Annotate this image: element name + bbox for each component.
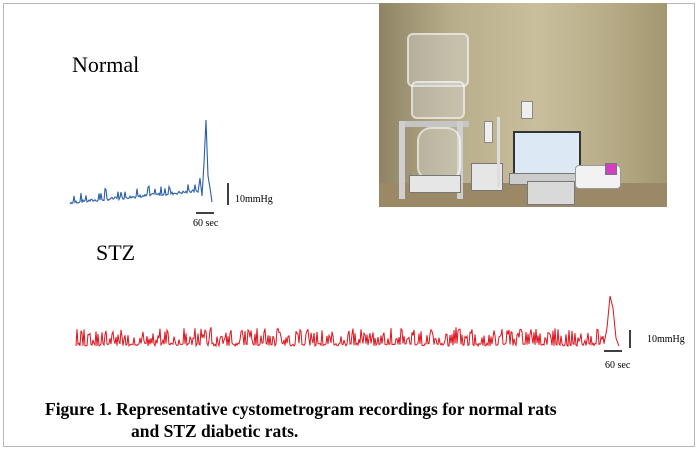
stz-trace xyxy=(75,295,620,348)
apparatus-photo xyxy=(379,3,667,207)
normal-label: Normal xyxy=(72,52,140,77)
caption-line-1: Figure 1. Representative cystometrogram … xyxy=(45,399,557,419)
normal-trace-line xyxy=(69,119,213,205)
normal-scale-x-label: 60 sec xyxy=(193,218,219,229)
stz-trace-line xyxy=(75,295,620,348)
stz-scale-y-label: 10mmHg xyxy=(647,334,685,345)
stz-scale-bars xyxy=(604,330,631,352)
normal-scale-bars xyxy=(196,183,229,214)
figure-frame xyxy=(3,3,695,447)
stz-label: STZ xyxy=(96,240,136,265)
stz-scale-x-label: 60 sec xyxy=(605,360,631,371)
caption-line-2: and STZ diabetic rats. xyxy=(131,421,299,441)
normal-trace xyxy=(69,119,213,205)
normal-scale-y-label: 10mmHg xyxy=(235,194,273,205)
